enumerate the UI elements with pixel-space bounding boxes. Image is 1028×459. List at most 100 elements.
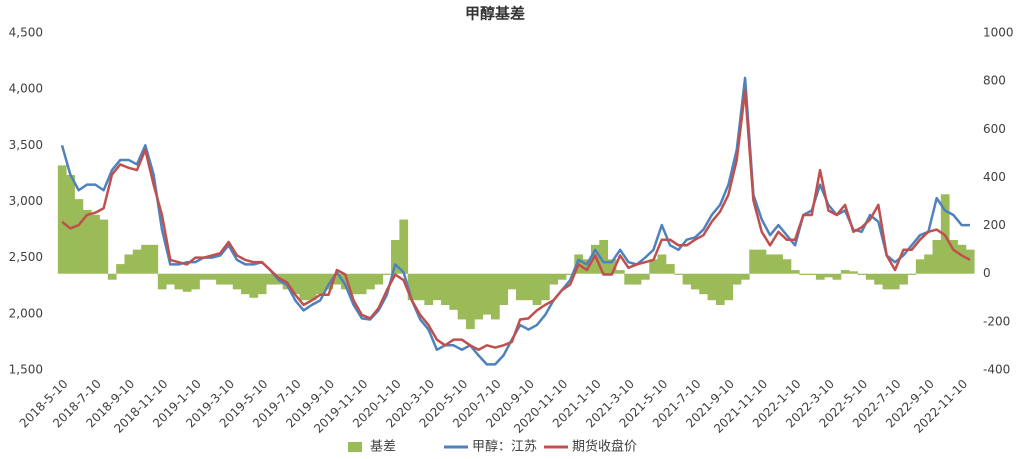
- basis-bar: [815, 273, 825, 280]
- basis-bar: [782, 259, 792, 274]
- basis-bar: [182, 273, 192, 292]
- basis-bar: [832, 273, 842, 280]
- basis-bar: [724, 273, 733, 301]
- legend-label: 基差: [370, 440, 396, 455]
- basis-bar: [715, 273, 725, 306]
- basis-bar: [499, 273, 509, 306]
- basis-bar: [665, 264, 675, 274]
- y2-tick-label: 600: [983, 122, 1006, 136]
- basis-bar: [907, 273, 917, 275]
- basis-bar: [924, 254, 933, 274]
- basis-bar: [391, 240, 400, 274]
- basis-bar: [332, 273, 342, 285]
- basis-bar: [441, 273, 450, 306]
- basis-bar: [266, 273, 275, 285]
- y2-tick-label: -200: [983, 314, 1010, 328]
- y-tick-label: 4,500: [9, 26, 43, 40]
- basis-bar: [865, 273, 875, 280]
- basis-bar: [757, 249, 767, 274]
- basis-bar: [632, 273, 642, 285]
- basis-bar: [232, 273, 242, 290]
- basis-bar: [532, 273, 542, 306]
- basis-bar: [449, 273, 459, 310]
- basis-bar: [524, 273, 534, 301]
- basis-bar: [399, 219, 409, 274]
- basis-bar: [882, 273, 892, 290]
- line-layer: [60, 76, 971, 366]
- basis-bar: [549, 273, 559, 285]
- basis-bar: [349, 273, 359, 295]
- basis-bar: [649, 259, 659, 274]
- basis-bar: [224, 273, 234, 285]
- basis-bar: [615, 270, 625, 274]
- basis-bar: [191, 273, 200, 290]
- y-tick-label: 2,500: [9, 250, 43, 264]
- basis-bar: [932, 240, 942, 274]
- basis-bar: [915, 259, 925, 274]
- basis-bar: [765, 254, 775, 274]
- basis-bar: [874, 273, 883, 285]
- bar-layer: [57, 165, 975, 330]
- basis-bar: [857, 273, 867, 275]
- basis-bar: [374, 273, 384, 285]
- basis-bar: [307, 273, 317, 301]
- legend: 基差 甲醇：江苏 期货收盘价: [348, 439, 637, 455]
- y2-tick-label: 200: [983, 218, 1006, 232]
- basis-bar: [790, 270, 800, 274]
- basis-bar: [82, 209, 92, 274]
- y-tick-label: 2,000: [9, 306, 43, 320]
- basis-bar: [640, 273, 650, 280]
- basis-bar: [316, 273, 325, 295]
- basis-bar: [590, 244, 600, 274]
- basis-bar: [507, 273, 517, 290]
- basis-bar: [91, 214, 100, 274]
- basis-bar: [416, 273, 425, 301]
- basis-bar: [341, 273, 350, 290]
- basis-bar: [199, 273, 209, 280]
- series-line: [61, 89, 971, 352]
- basis-bar: [474, 273, 484, 320]
- y2-tick-label: 800: [983, 74, 1006, 88]
- basis-bar: [324, 273, 334, 290]
- basis-bar: [457, 273, 467, 320]
- basis-bar: [482, 273, 492, 315]
- basis-bar: [732, 273, 742, 285]
- basis-bar: [216, 273, 225, 285]
- basis-bar: [407, 273, 417, 301]
- basis-bar: [424, 273, 434, 306]
- basis-bar: [257, 273, 267, 295]
- basis-bar: [965, 249, 975, 274]
- basis-bar: [241, 273, 250, 295]
- basis-bar: [107, 273, 117, 280]
- basis-bar: [807, 273, 817, 275]
- basis-bar: [357, 273, 367, 295]
- basis-bar: [582, 259, 592, 274]
- basis-bar: [949, 240, 958, 274]
- basis-bar: [540, 273, 550, 301]
- basis-bar: [166, 273, 175, 285]
- basis-bar: [740, 273, 750, 280]
- basis-bar: [890, 273, 900, 290]
- basis-bar: [840, 270, 850, 274]
- basis-bar: [749, 249, 758, 274]
- legend-label: 期货收盘价: [572, 439, 637, 455]
- basis-bar: [707, 273, 717, 301]
- basis-bar: [299, 273, 309, 301]
- basis-bar: [207, 273, 217, 280]
- basis-bar: [366, 273, 375, 290]
- basis-bar: [124, 254, 134, 274]
- basis-bar: [249, 273, 259, 298]
- basis-bar: [491, 273, 500, 320]
- basis-bar: [824, 273, 833, 278]
- y-tick-label: 4,000: [9, 82, 43, 96]
- basis-bar: [291, 273, 300, 295]
- basis-bar: [607, 259, 617, 274]
- y2-tick-label: -400: [983, 363, 1010, 377]
- basis-bar: [657, 254, 667, 274]
- legend-label: 甲醇：江苏: [472, 439, 537, 455]
- basis-bar: [57, 165, 67, 274]
- basis-bar: [599, 240, 609, 274]
- legend-swatch: [348, 442, 362, 452]
- basis-bar: [899, 273, 908, 285]
